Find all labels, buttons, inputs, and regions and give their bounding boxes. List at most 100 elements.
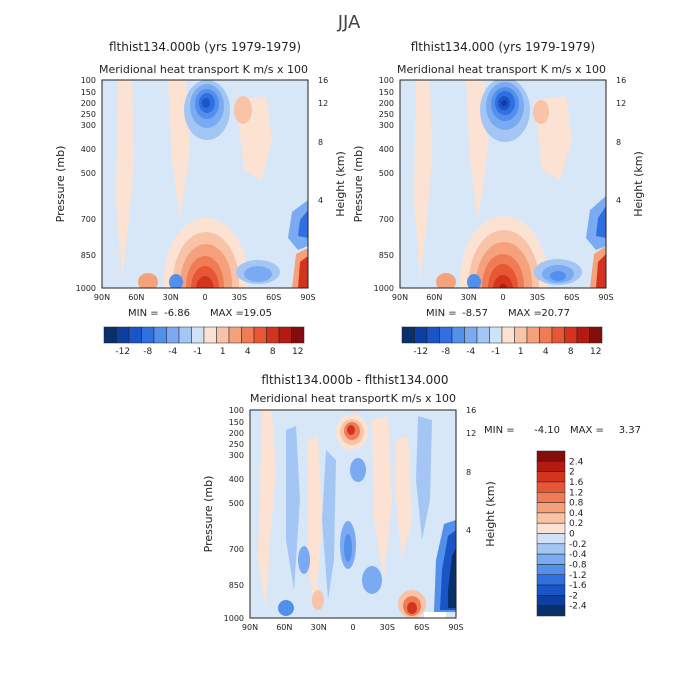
- colorbar-label: -0.4: [569, 550, 587, 560]
- y-tick: 1000: [374, 284, 394, 293]
- x-tick: 90N: [94, 293, 110, 302]
- y-tick-right: 16: [318, 76, 328, 85]
- negative-cell: [550, 271, 566, 281]
- max-label: MAX =: [570, 425, 604, 436]
- colorbar-swatch: [589, 326, 603, 344]
- y-tick: 500: [229, 499, 244, 508]
- contour-field: [102, 80, 308, 288]
- colorbar-swatch: [166, 326, 180, 344]
- colorbar-label: -4: [168, 347, 177, 357]
- y-tick: 500: [81, 169, 96, 178]
- x-tick: 0: [202, 293, 207, 302]
- plot-frame: [249, 409, 457, 619]
- x-tick: 30S: [232, 293, 247, 302]
- colorbar-swatch: [228, 326, 242, 344]
- colorbar-swatch: [536, 492, 566, 503]
- y-tick-right: 4: [466, 526, 471, 535]
- y-tick: 1000: [224, 614, 244, 623]
- colorbar: -12 -8 -4 -1 1 4 8 12: [401, 326, 603, 357]
- colorbar-swatch: [291, 326, 305, 344]
- positive-cell: [347, 425, 355, 435]
- y-tick-right: 12: [318, 99, 328, 108]
- y-tick: 200: [229, 429, 244, 438]
- y-tick: 150: [229, 418, 244, 427]
- y-axis-right: 16 12 8 4: [318, 76, 328, 205]
- missing-data-patch: [424, 612, 446, 618]
- max-value: 20.77: [541, 308, 570, 319]
- positive-cell: [196, 276, 214, 288]
- contour-field: [400, 80, 606, 288]
- min-value: -4.10: [534, 425, 560, 436]
- negative-cell: [596, 206, 606, 238]
- positive-cell: [234, 96, 252, 124]
- colorbar-swatch: [536, 595, 566, 606]
- colorbar-swatch: [278, 326, 292, 344]
- x-tick: 30S: [380, 623, 395, 632]
- negative-cell: [298, 546, 310, 574]
- colorbar-swatch: [103, 326, 117, 344]
- colorbar-label: 12: [590, 347, 601, 357]
- positive-streak: [308, 436, 322, 610]
- positive-cell: [436, 273, 456, 288]
- colorbar-swatch: [514, 326, 528, 344]
- negative-cell: [350, 458, 366, 482]
- colorbar-label: 1.6: [569, 478, 584, 488]
- colorbar-swatch: [501, 326, 515, 344]
- positive-cell: [407, 602, 417, 614]
- y-axis-right: 16 12 8 4: [466, 406, 476, 535]
- colorbar-swatch: [539, 326, 553, 344]
- colorbar-swatch: [203, 326, 217, 344]
- colorbar-swatch: [536, 512, 566, 524]
- y-axis-right: 16 12 8 4: [616, 76, 626, 205]
- x-tick: 60N: [128, 293, 144, 302]
- x-tick: 0: [350, 623, 355, 632]
- colorbar-swatch: [536, 481, 566, 493]
- x-tick: 0: [500, 293, 505, 302]
- y-axis: 100 150 200 250 300 400 500 700 850 1000: [374, 76, 394, 293]
- y-tick: 100: [229, 406, 244, 415]
- y-tick: 700: [81, 215, 96, 224]
- y-tick: 250: [229, 440, 244, 449]
- colorbar-swatch: [266, 326, 280, 344]
- min-label: MIN =: [426, 308, 457, 319]
- min-value: -6.86: [164, 308, 190, 319]
- positive-cell: [498, 284, 508, 288]
- colorbar-label: 8: [270, 347, 276, 357]
- y-tick-right: 12: [466, 429, 476, 438]
- colorbar-label: -0.8: [569, 560, 587, 570]
- plot-frame: [101, 79, 309, 289]
- x-tick: 60N: [426, 293, 442, 302]
- negative-cell: [202, 98, 210, 108]
- colorbar-swatch: [536, 543, 566, 555]
- panel-units: K m/s x 100: [243, 63, 308, 76]
- colorbar-swatch: [116, 326, 130, 344]
- y-tick: 300: [229, 451, 244, 460]
- x-tick: 90N: [392, 293, 408, 302]
- colorbar-swatch: [401, 326, 415, 344]
- negative-cell: [278, 600, 294, 616]
- colorbar-label: 1.2: [569, 488, 583, 498]
- negative-cell: [344, 534, 352, 562]
- x-tick: 90S: [448, 623, 463, 632]
- negative-cell: [298, 210, 308, 238]
- negative-cell: [288, 200, 308, 250]
- colorbar-swatch: [564, 326, 578, 344]
- colorbar-swatch: [178, 326, 192, 344]
- panel-model-control: flthist134.000 (yrs 1979-1979) Meridiona…: [352, 40, 645, 357]
- colorbar-swatch: [489, 326, 503, 344]
- x-tick: 90N: [242, 623, 258, 632]
- negative-cell: [362, 566, 382, 594]
- colorbar-swatch: [536, 471, 566, 483]
- colorbar-label: 4: [245, 347, 251, 357]
- colorbar-swatch: [216, 326, 230, 344]
- y-axis: 100 150 200 250 300 400 500 700 850 1000: [224, 406, 244, 623]
- y-axis-label: Pressure (mb): [54, 146, 67, 223]
- y-tick-right: 8: [466, 468, 471, 477]
- y-tick: 1000: [76, 284, 96, 293]
- min-label: MIN =: [128, 308, 159, 319]
- min-label: MIN =: [484, 425, 515, 436]
- contour-field: [250, 410, 456, 618]
- positive-streak: [396, 436, 412, 560]
- y-axis-label-right: Height (km): [334, 151, 347, 217]
- panel-model-b: flthist134.000b (yrs 1979-1979) Meridion…: [54, 40, 347, 357]
